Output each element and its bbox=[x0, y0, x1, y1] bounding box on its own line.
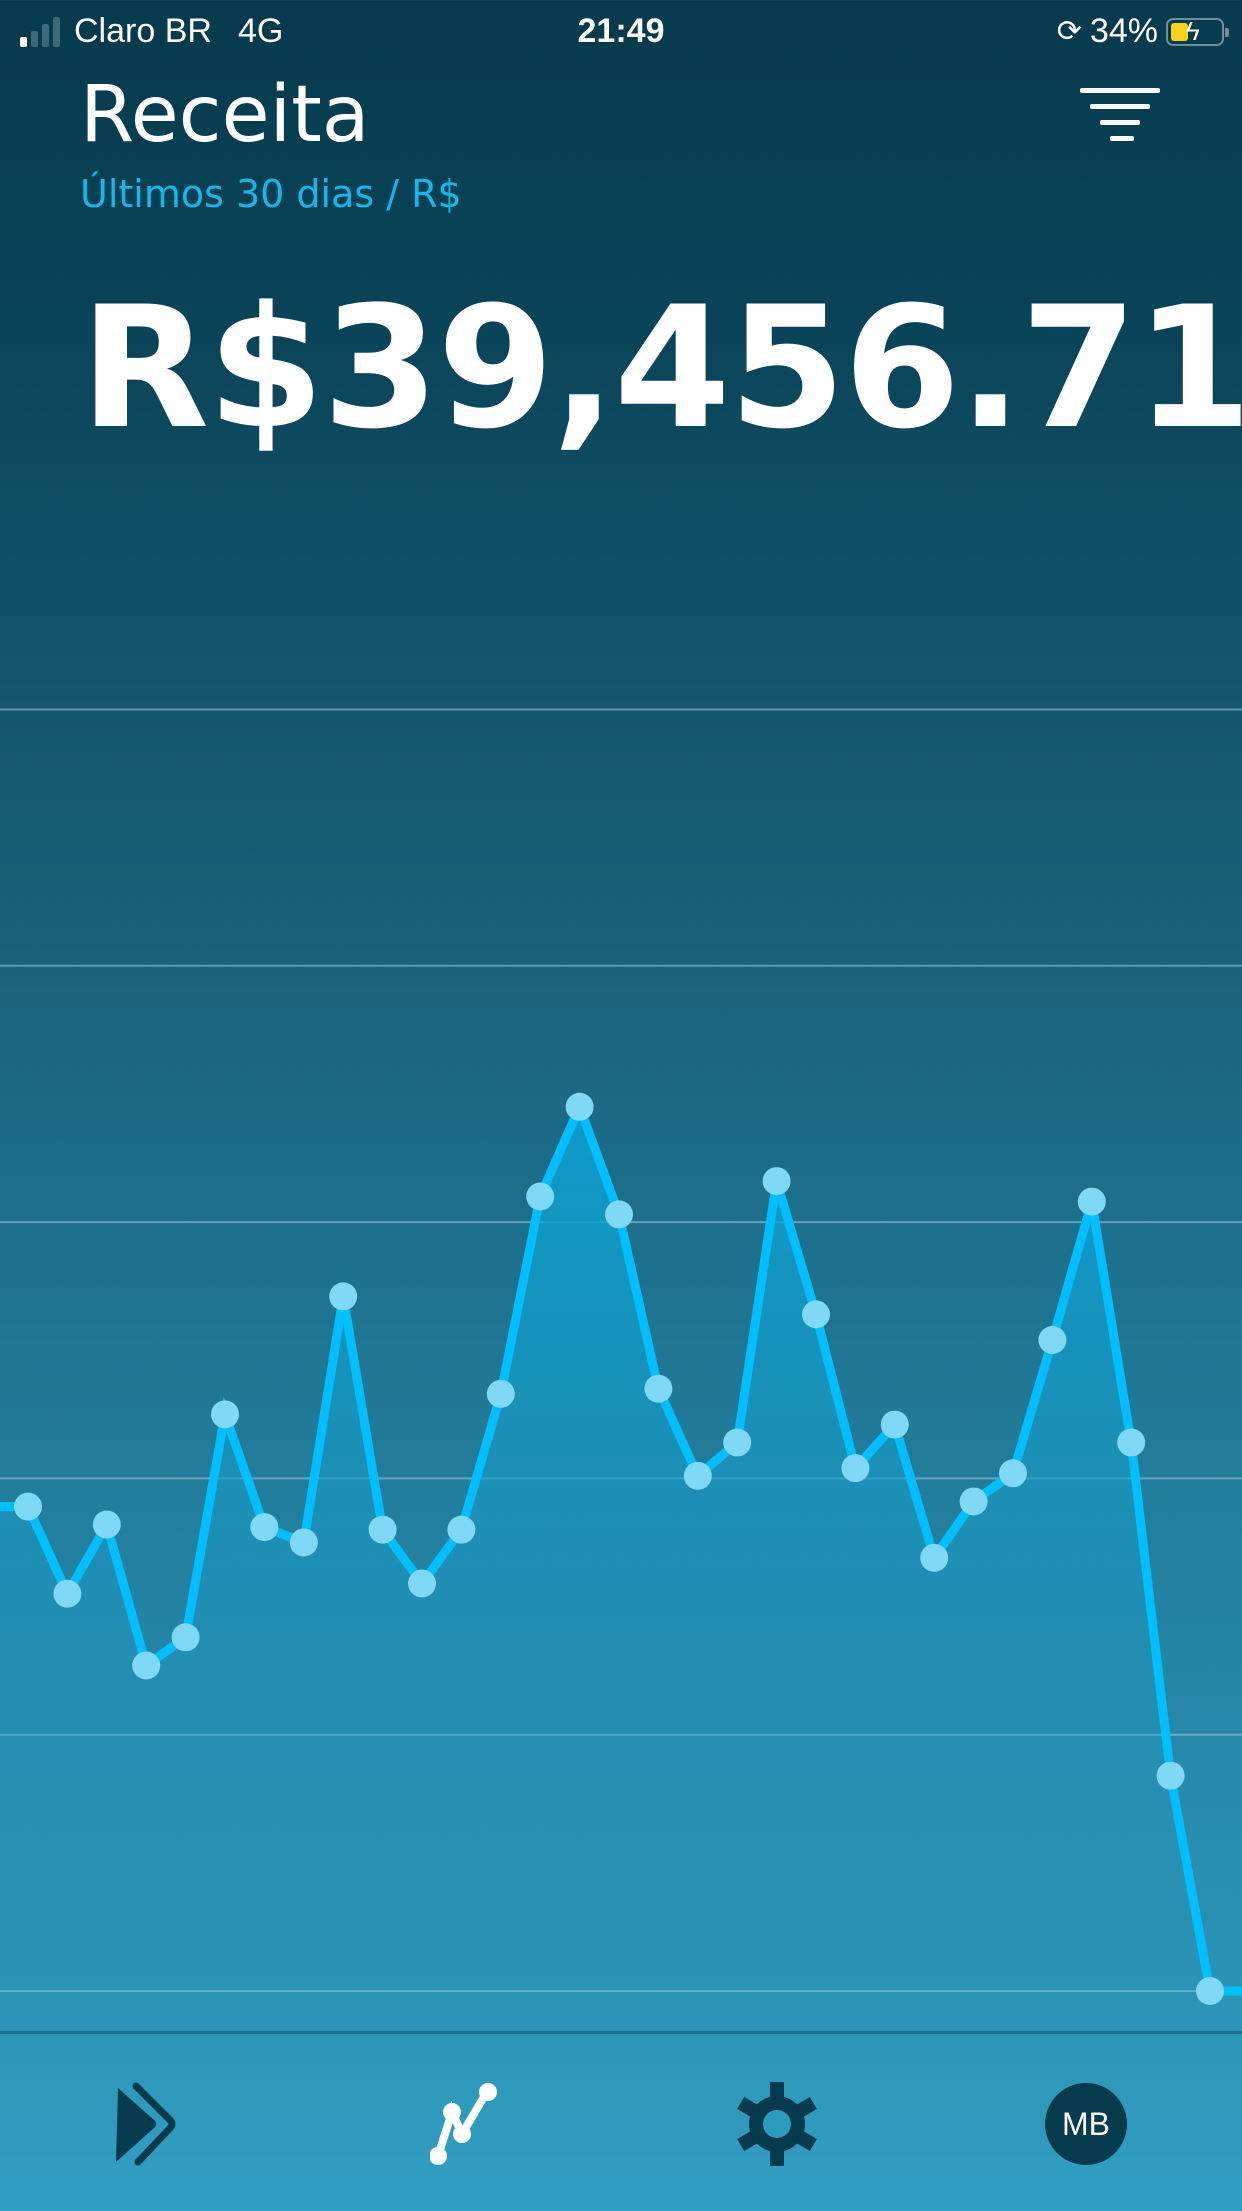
data-point[interactable] bbox=[486, 1379, 515, 1408]
signal-icon bbox=[20, 16, 60, 47]
rotation-lock-icon: ⟳ bbox=[1056, 15, 1082, 48]
data-point[interactable] bbox=[920, 1543, 949, 1572]
data-point[interactable] bbox=[447, 1515, 476, 1544]
data-point[interactable] bbox=[565, 1092, 594, 1121]
data-point[interactable] bbox=[762, 1167, 791, 1196]
period-subtitle[interactable]: Últimos 30 dias / R$ bbox=[80, 172, 462, 216]
data-point[interactable] bbox=[605, 1200, 633, 1229]
data-point[interactable] bbox=[92, 1510, 121, 1539]
nav-forward[interactable] bbox=[110, 2079, 200, 2169]
clock: 21:49 bbox=[577, 12, 665, 50]
data-point[interactable] bbox=[1196, 1977, 1224, 2005]
data-point[interactable] bbox=[526, 1182, 555, 1211]
data-point[interactable] bbox=[723, 1428, 752, 1457]
data-point[interactable] bbox=[289, 1528, 318, 1557]
data-point[interactable] bbox=[959, 1487, 988, 1516]
data-point[interactable] bbox=[329, 1282, 358, 1311]
data-point[interactable] bbox=[132, 1651, 161, 1680]
nav-settings[interactable] bbox=[732, 2079, 822, 2169]
data-point[interactable] bbox=[211, 1400, 239, 1429]
data-point[interactable] bbox=[1038, 1325, 1067, 1354]
network-type: 4G bbox=[237, 12, 284, 50]
data-point[interactable] bbox=[1077, 1187, 1106, 1216]
data-point[interactable] bbox=[408, 1569, 436, 1598]
filter-icon[interactable] bbox=[1080, 86, 1164, 142]
data-point[interactable] bbox=[999, 1459, 1027, 1488]
nav-chart[interactable] bbox=[420, 2079, 510, 2169]
data-point[interactable] bbox=[14, 1492, 42, 1521]
status-bar: Claro BR 4G 21:49 ⟳ 34% ϟ bbox=[0, 0, 1242, 62]
revenue-total: R$39,456.71 bbox=[80, 270, 1242, 466]
data-point[interactable] bbox=[683, 1461, 712, 1490]
data-point[interactable] bbox=[53, 1579, 82, 1608]
battery-percent: 34% bbox=[1089, 12, 1158, 50]
data-point[interactable] bbox=[1156, 1761, 1185, 1790]
avatar: MB bbox=[1045, 2083, 1127, 2165]
data-point[interactable] bbox=[368, 1515, 397, 1544]
line-chart-icon bbox=[430, 2083, 497, 2165]
battery-icon: ϟ bbox=[1166, 16, 1229, 46]
data-point[interactable] bbox=[644, 1374, 673, 1403]
data-point[interactable] bbox=[250, 1513, 279, 1542]
data-point[interactable] bbox=[841, 1454, 870, 1483]
data-point[interactable] bbox=[880, 1410, 909, 1439]
data-point[interactable] bbox=[171, 1623, 200, 1652]
carrier: Claro BR bbox=[74, 12, 212, 50]
bottom-nav: MB bbox=[0, 2031, 1242, 2211]
gear-icon bbox=[737, 2082, 817, 2166]
nav-profile[interactable]: MB bbox=[1041, 2079, 1131, 2169]
data-point[interactable] bbox=[1117, 1428, 1146, 1457]
forward-icon bbox=[116, 2082, 176, 2166]
page-title: Receita bbox=[80, 70, 370, 160]
chart-area-fill bbox=[0, 1106, 1242, 1991]
data-point[interactable] bbox=[802, 1300, 830, 1329]
